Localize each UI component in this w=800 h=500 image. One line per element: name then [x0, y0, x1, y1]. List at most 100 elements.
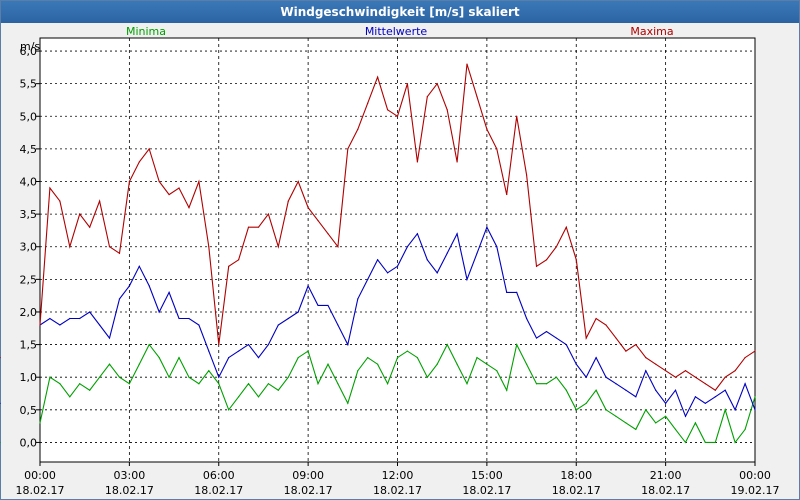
- data-point: [595, 317, 597, 320]
- data-point: [416, 161, 418, 163]
- data-point: [396, 357, 399, 359]
- x-tick-date-label: 18.02.17: [105, 484, 154, 497]
- data-point: [446, 343, 448, 346]
- data-point: [317, 220, 319, 222]
- data-point: [49, 376, 51, 378]
- data-point: [665, 415, 667, 417]
- data-point: [605, 376, 607, 378]
- data-point: [674, 376, 677, 378]
- data-point: [406, 350, 409, 352]
- data-point: [198, 324, 200, 326]
- data-point: [406, 246, 409, 248]
- data-point: [565, 226, 567, 228]
- data-point: [69, 246, 71, 248]
- data-point: [655, 422, 657, 424]
- data-point: [208, 246, 210, 248]
- data-point: [79, 213, 81, 215]
- data-point: [615, 337, 617, 339]
- data-point: [476, 96, 478, 98]
- data-point: [337, 324, 339, 326]
- data-point: [724, 376, 726, 378]
- data-point: [496, 246, 498, 248]
- data-point: [218, 383, 220, 385]
- data-point: [426, 96, 428, 98]
- data-point: [128, 180, 130, 183]
- data-point: [148, 343, 150, 346]
- data-point: [148, 148, 150, 150]
- data-point: [89, 311, 91, 313]
- data-point: [168, 193, 170, 196]
- y-axis-label: m/s: [20, 40, 40, 53]
- data-point: [208, 350, 210, 352]
- data-point: [0, 402, 1, 404]
- data-point: [118, 298, 121, 300]
- legend-mittelwerte: Mittelwerte: [365, 25, 428, 38]
- data-point: [535, 337, 538, 339]
- data-point: [684, 441, 687, 444]
- x-tick-time-label: 18:00: [560, 469, 592, 482]
- x-tick-time-label: 21:00: [650, 469, 682, 482]
- data-point: [516, 115, 518, 117]
- data-point: [754, 396, 756, 398]
- data-point: [694, 422, 697, 424]
- data-point: [317, 304, 319, 307]
- data-point: [674, 428, 677, 430]
- data-point: [595, 357, 597, 359]
- data-point: [79, 317, 81, 320]
- data-point: [337, 383, 339, 385]
- data-point: [367, 278, 369, 280]
- data-point: [118, 376, 121, 378]
- data-point: [714, 396, 716, 398]
- data-point: [446, 252, 448, 254]
- data-point: [744, 428, 746, 430]
- y-tick-label: 4,0: [20, 176, 38, 189]
- data-point: [665, 370, 667, 372]
- data-point: [684, 370, 687, 372]
- data-point: [416, 357, 418, 359]
- data-point: [98, 324, 101, 326]
- data-point: [714, 389, 716, 391]
- x-tick-time-label: 03:00: [114, 469, 146, 482]
- data-point: [267, 343, 270, 346]
- data-point: [565, 343, 567, 346]
- data-point: [645, 370, 647, 372]
- data-point: [436, 83, 438, 85]
- y-tick-label: 1,5: [20, 339, 38, 352]
- data-point: [257, 357, 260, 359]
- data-point: [218, 343, 220, 346]
- data-point: [98, 200, 101, 202]
- data-point: [426, 259, 428, 261]
- data-point: [307, 350, 309, 352]
- x-tick-date-label: 18.02.17: [16, 484, 65, 497]
- data-point: [297, 357, 299, 359]
- data-point: [118, 252, 121, 254]
- data-point: [128, 285, 130, 287]
- data-point: [506, 291, 508, 293]
- data-point: [79, 383, 81, 385]
- data-point: [138, 265, 140, 267]
- data-point: [307, 207, 309, 209]
- y-tick-label: 5,0: [20, 110, 38, 123]
- data-point: [168, 291, 170, 293]
- data-point: [456, 233, 458, 235]
- data-point: [496, 148, 498, 150]
- data-point: [714, 441, 716, 444]
- data-point: [148, 285, 150, 287]
- y-tick-label: 1,0: [20, 371, 38, 384]
- data-point: [138, 161, 140, 163]
- data-point: [178, 317, 180, 320]
- data-point: [49, 317, 51, 320]
- y-tick-label: 6,0: [20, 45, 38, 58]
- y-tick-label: 4,5: [20, 143, 38, 156]
- data-point: [704, 383, 706, 385]
- data-point: [287, 376, 289, 378]
- data-point: [287, 200, 289, 202]
- data-point: [218, 376, 220, 378]
- data-point: [178, 357, 180, 359]
- data-point: [694, 396, 697, 398]
- data-point: [754, 409, 756, 411]
- data-point: [446, 109, 448, 111]
- data-point: [555, 376, 557, 378]
- data-point: [377, 76, 379, 78]
